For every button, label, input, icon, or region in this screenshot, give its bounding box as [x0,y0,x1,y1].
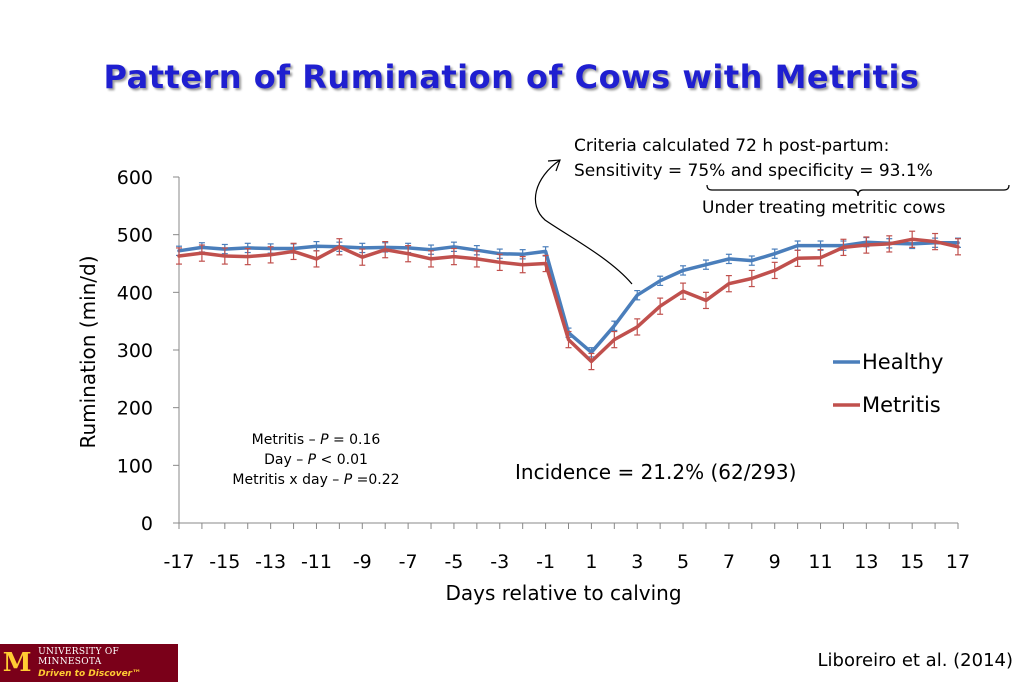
x-axis-title: Days relative to calving [445,581,681,605]
y-tick-label: 0 [141,513,153,535]
university-logo: M UNIVERSITY OF MINNESOTA Driven to Disc… [0,644,178,682]
x-tick-label: -11 [301,551,332,573]
criteria-annotation: Criteria calculated 72 h post-partum: Se… [574,134,933,184]
x-tick-label: 7 [723,551,735,573]
y-tick-label: 200 [117,398,153,420]
stats-line-interaction: Metritis x day – P =0.22 [232,472,400,488]
x-tick-label: -9 [353,551,372,573]
chart-legend: Healthy Metritis [833,350,943,417]
criteria-line-1: Criteria calculated 72 h post-partum: [574,136,890,156]
y-axis-title: Rumination (min/d) [76,255,100,448]
under-treating-annotation: Under treating metritic cows [702,198,946,218]
x-tick-label: 11 [808,551,832,573]
citation: Liboreiro et al. (2014) [817,650,1013,671]
x-tick-label: 13 [854,551,878,573]
callout-arrow [534,159,633,285]
x-tick-label: -1 [536,551,555,573]
y-tick-label: 400 [117,282,153,304]
x-tick-label: 17 [946,551,970,573]
x-tick-label: -17 [163,551,194,573]
logo-line-1: UNIVERSITY OF MINNESOTA [38,647,120,667]
logo-line-2: Driven to Discover™ [38,669,142,679]
x-tick-label: 3 [631,551,643,573]
x-tick-label: -7 [399,551,418,573]
x-tick-label: -13 [255,551,286,573]
logo-m-icon: M [2,648,32,678]
y-tick-label: 600 [117,167,153,189]
x-tick-label: 1 [585,551,597,573]
legend-label: Metritis [862,393,941,417]
series-line [177,237,960,364]
x-tick-label: -15 [209,551,240,573]
x-tick-label: 15 [900,551,924,573]
x-tick-label: 5 [677,551,689,573]
stats-annotation: Metritis – P = 0.16 Day – P < 0.01 Metri… [204,430,428,490]
y-tick-label: 300 [117,340,153,362]
chart-series [176,230,961,371]
x-tick-label: 9 [769,551,781,573]
brace [706,184,1010,197]
page-title: Pattern of Rumination of Cows with Metri… [103,58,920,96]
x-tick-label: -3 [490,551,509,573]
legend-label: Healthy [862,350,943,374]
x-tick-label: -5 [444,551,463,573]
criteria-line-2: Sensitivity = 75% and specificity = 93.1… [574,161,933,181]
series-metritis [176,230,961,371]
y-tick-label: 100 [117,455,153,477]
y-tick-label: 500 [117,225,153,247]
incidence-annotation: Incidence = 21.2% (62/293) [515,460,797,484]
stats-line-day: Day – P < 0.01 [264,452,368,468]
stats-line-metritis: Metritis – P = 0.16 [251,432,381,448]
callout-arrow-head [547,159,561,172]
